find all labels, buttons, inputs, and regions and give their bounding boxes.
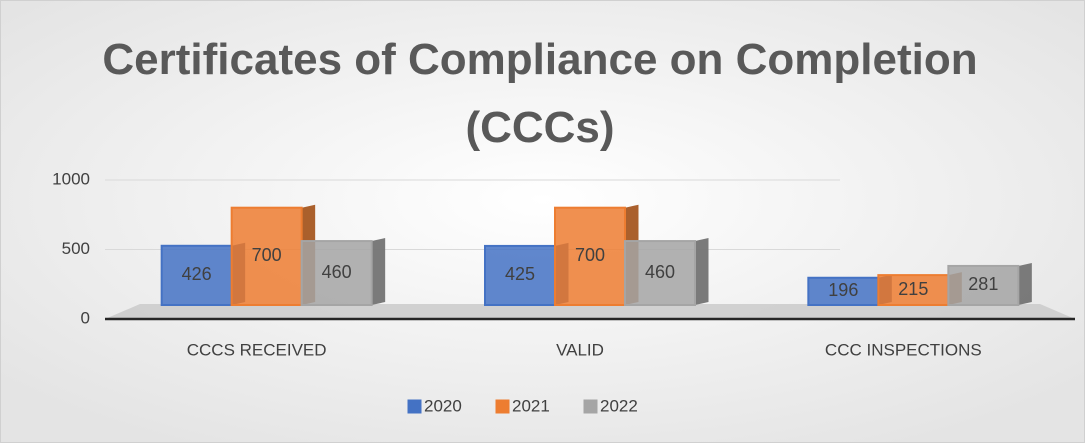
y-tick-label: 500 (62, 239, 90, 258)
bar-side (695, 238, 709, 305)
legend-label: 2022 (600, 396, 638, 415)
data-label: 426 (182, 264, 212, 284)
bar (807, 276, 880, 307)
bar (877, 274, 950, 306)
y-tick-label: 0 (81, 308, 90, 327)
bar (624, 240, 696, 306)
chart-title: Certificates of Compliance on Completion… (102, 35, 977, 152)
legend-label: 2021 (512, 396, 550, 415)
x-tick-label: VALID (556, 340, 604, 359)
bar-side (371, 238, 386, 305)
x-tick-label: CCCS RECEIVED (187, 340, 327, 359)
x-tick-label: CCC INSPECTIONS (825, 340, 982, 359)
bar (160, 244, 233, 306)
legend-label: 2020 (424, 396, 462, 415)
legend-swatch (495, 399, 510, 414)
data-label: 425 (505, 264, 535, 284)
bar (947, 264, 1020, 307)
y-tick-label: 1000 (52, 169, 90, 188)
data-label: 215 (898, 279, 928, 299)
data-label: 460 (645, 262, 675, 282)
floor (105, 304, 1075, 319)
legend-swatch (407, 399, 422, 414)
data-label: 196 (828, 280, 858, 300)
data-label: 281 (968, 274, 998, 294)
bar (300, 240, 373, 306)
legend-swatch (583, 399, 598, 414)
data-label: 700 (575, 245, 605, 265)
data-label: 700 (252, 245, 282, 265)
data-label: 460 (322, 262, 352, 282)
bar-side (1018, 262, 1032, 305)
